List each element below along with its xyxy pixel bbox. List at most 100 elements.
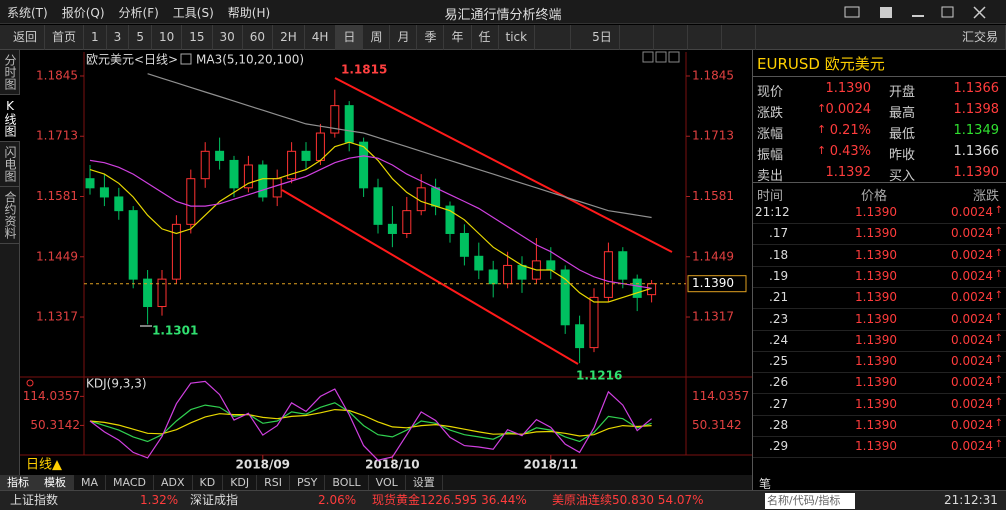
indicator-tab[interactable]: MACD — [106, 475, 154, 490]
quote-value: 0.43% — [829, 144, 871, 159]
tool-button[interactable] — [654, 24, 688, 50]
candle-body — [114, 196, 124, 212]
period-button[interactable]: 30 — [213, 24, 243, 50]
low-annotation: 1.1216 — [576, 369, 622, 383]
indicator-tab[interactable]: MA — [74, 475, 107, 490]
candle-body — [459, 232, 469, 257]
candle-body — [157, 278, 167, 308]
tick-row: .27 1.1390 0.0024 ↑ — [753, 395, 1006, 416]
x-tick-label: 2018/09 — [236, 458, 290, 472]
tick-price: 1.1390 — [855, 311, 897, 326]
period-button[interactable]: 60 — [243, 24, 274, 50]
menu-item[interactable]: 分析(F) — [118, 6, 159, 20]
tick-row: .23 1.1390 0.0024 ↑ — [753, 310, 1006, 331]
period-button[interactable]: 周 — [363, 24, 391, 50]
pane-button[interactable] — [668, 51, 680, 63]
candle-body — [301, 150, 311, 161]
tool-button[interactable] — [688, 24, 722, 50]
period-button[interactable]: tick — [499, 24, 536, 50]
indicator-tab[interactable]: RSI — [257, 475, 291, 490]
y-tick-label: 1.1581 — [36, 189, 78, 203]
candle-body — [474, 255, 484, 271]
candle-body — [128, 210, 138, 280]
tick-price: 1.1390 — [855, 375, 897, 390]
period-button[interactable]: 15 — [182, 24, 213, 50]
tick-change: 0.0024 — [951, 226, 993, 241]
kdj-line — [89, 408, 652, 437]
menu-bar: 系统(T) 报价(Q) 分析(F) 工具(S) 帮助(H) — [0, 0, 1006, 24]
tool-button[interactable] — [722, 24, 756, 50]
candle-body — [258, 164, 268, 198]
y2-tick-label: 114.0357 — [692, 389, 749, 403]
tick-row: .26 1.1390 0.0024 ↑ — [753, 373, 1006, 395]
period-button[interactable]: 4H — [305, 24, 337, 50]
period-button[interactable]: 3 — [107, 24, 130, 50]
period-button[interactable]: 任 — [472, 24, 499, 50]
y-tick-label: 1.1845 — [36, 68, 78, 82]
menu-item[interactable]: 工具(S) — [172, 6, 214, 20]
home-button[interactable]: 首页 — [45, 24, 85, 50]
maximize[interactable] — [941, 6, 954, 18]
indicator-tab[interactable]: KD — [193, 475, 224, 490]
skin-icon[interactable] — [880, 7, 892, 18]
setting-icon[interactable] — [180, 53, 192, 65]
days-button[interactable]: 5日 — [585, 24, 620, 50]
tool-button[interactable] — [620, 24, 654, 50]
period-button[interactable]: 年 — [444, 24, 472, 50]
side-tab[interactable]: 闪电图 — [0, 142, 20, 187]
period-button[interactable]: 1 — [84, 24, 107, 50]
tick-row: .24 1.1390 0.0024 ↑ — [753, 331, 1006, 352]
candle-body — [560, 269, 570, 326]
indicator-tab[interactable]: BOLL — [325, 475, 369, 490]
period-button[interactable]: 2H — [273, 24, 305, 50]
tick-price: 1.1390 — [855, 226, 897, 241]
up-arrow: ↑ — [817, 123, 827, 136]
quote-label: 最低 — [889, 127, 916, 142]
period-button[interactable]: 季 — [417, 24, 445, 50]
indicator-tab[interactable]: VOL — [369, 475, 406, 490]
tick-change: 0.0024 — [951, 375, 993, 390]
menu-item[interactable]: 报价(Q) — [61, 6, 105, 20]
pane-button[interactable] — [655, 51, 667, 63]
candle-body — [215, 150, 225, 161]
side-tab[interactable]: 合约资料 — [0, 187, 20, 244]
period-button[interactable]: 日 — [336, 24, 364, 50]
side-tab[interactable]: 分时图 — [0, 50, 20, 95]
indicator-tab[interactable]: KDJ — [223, 475, 258, 490]
tick-price: 1.1390 — [855, 268, 897, 283]
search-box[interactable]: 名称/代码/指标 — [765, 493, 855, 509]
indicator-tab[interactable]: 模板 — [37, 475, 74, 490]
side-tab[interactable]: K线图 — [0, 95, 20, 142]
symbol: EURUSD 欧元美元 — [757, 55, 885, 73]
indicator-tab[interactable]: ADX — [154, 475, 193, 490]
trade-button[interactable]: 汇交易 — [955, 24, 1006, 50]
period-label[interactable]: 日线▲ — [26, 458, 62, 473]
right-tab[interactable]: 笔 — [759, 477, 772, 491]
chart-type-button[interactable] — [535, 24, 572, 50]
tick-row: .28 1.1390 0.0024 ↑ — [753, 416, 1006, 437]
period-button[interactable]: 5 — [129, 24, 152, 50]
mail-icon[interactable] — [844, 6, 860, 18]
quote-label: 涨跌 — [757, 106, 784, 121]
tick-time: .19 — [769, 268, 789, 283]
period-button[interactable]: 10 — [152, 24, 183, 50]
kdj-label: KDJ(9,3,3) — [86, 377, 147, 391]
indicator-tab[interactable]: PSY — [290, 475, 326, 490]
menu-item[interactable]: 帮助(H) — [227, 6, 271, 20]
up-arrow: ↑ — [994, 205, 1003, 216]
indicator-tab[interactable]: 设置 — [406, 475, 443, 490]
menu-item[interactable]: 系统(T) — [7, 6, 48, 20]
tick-row: .18 1.1390 0.0024 ↑ — [753, 246, 1006, 267]
back-button[interactable]: 返回 — [6, 24, 46, 50]
pane-button[interactable] — [642, 51, 654, 63]
status-bar: 上证指数 1.32% 深证成指 2.06% 现货黄金1226.595 36.44% 美原油… — [0, 490, 1006, 510]
period-button[interactable]: 月 — [390, 24, 418, 50]
ticks-header: 时间 价格 涨跌 — [753, 182, 1006, 204]
tick-price: 1.1390 — [855, 418, 897, 432]
candle-body — [344, 105, 354, 143]
low-annotation: 1.1301 — [152, 324, 198, 338]
close[interactable] — [973, 6, 986, 19]
indicator-tab[interactable]: 指标 — [0, 475, 37, 490]
candle-body — [632, 278, 642, 298]
